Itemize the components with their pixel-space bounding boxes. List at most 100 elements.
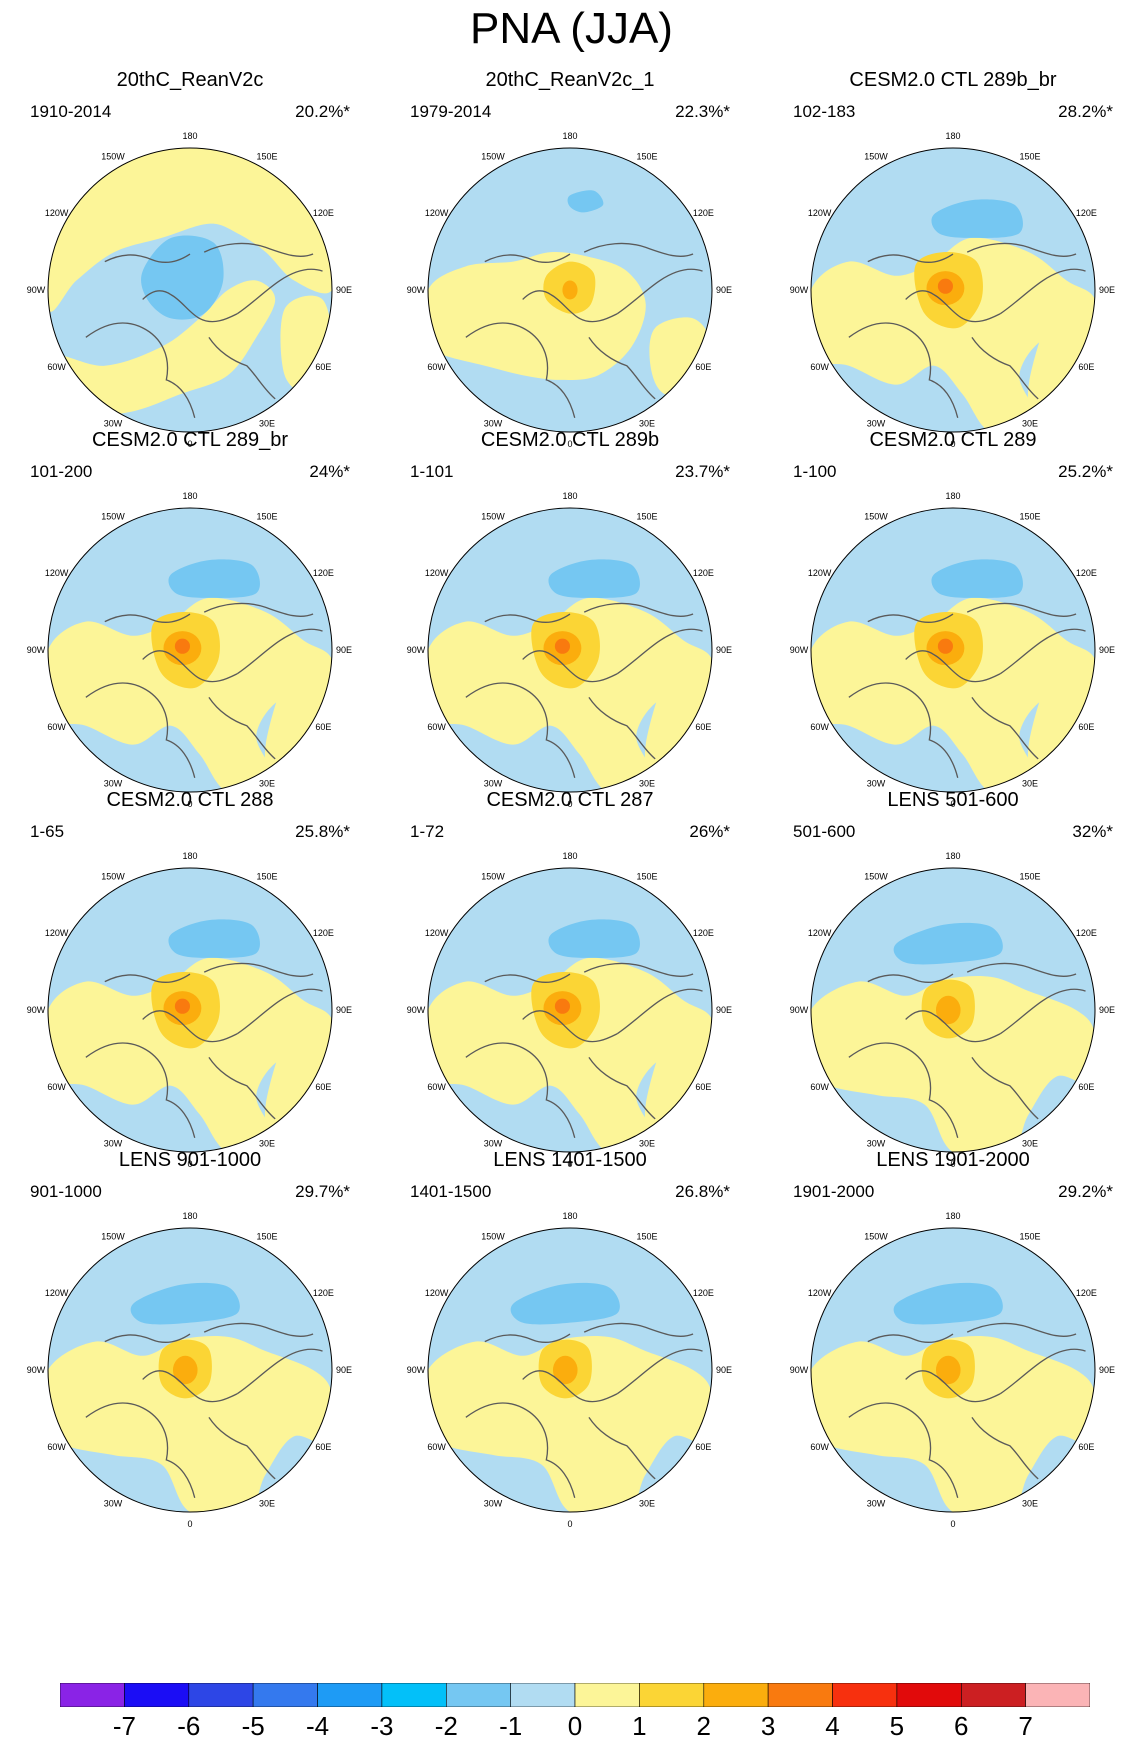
longitude-label: 60E — [695, 1442, 711, 1452]
field-contour — [811, 597, 1095, 792]
colorbar-swatch — [60, 1683, 125, 1707]
colorbar-tick-label: 6 — [954, 1711, 969, 1741]
colorbar-tick-label: 4 — [825, 1711, 840, 1741]
colorbar-swatch — [896, 1683, 962, 1707]
period-label: 1-101 — [410, 462, 454, 481]
longitude-label: 90E — [336, 645, 352, 655]
variance-explained-label: 29.2%* — [1058, 1182, 1113, 1201]
longitude-label: 180 — [562, 491, 577, 501]
field-contour — [428, 957, 712, 1152]
longitude-label: 90W — [790, 645, 809, 655]
colorbar-swatch — [188, 1683, 254, 1707]
longitude-label: 180 — [945, 1211, 960, 1221]
coastline — [999, 268, 1086, 315]
variance-explained-label: 25.2%* — [1058, 462, 1113, 481]
longitude-label: 180 — [945, 131, 960, 141]
field-contour — [935, 995, 961, 1025]
longitude-label: 120W — [45, 568, 69, 578]
polar-map: 180 150E 120E 90E 60E 30E 0 30W 60W 90W 120W 150W — [790, 851, 1115, 1169]
longitude-label: 60E — [315, 722, 331, 732]
longitude-label: 0 — [567, 1159, 572, 1169]
longitude-label: 120W — [808, 1288, 832, 1298]
longitude-label: 0 — [187, 1159, 192, 1169]
polar-map: 180 150E 120E 90E 60E 30E 0 30W 60W 90W 120W 150W — [27, 1211, 352, 1529]
longitude-label: 120E — [1076, 568, 1097, 578]
panel-title: 20thC_ReanV2c_1 — [485, 69, 655, 91]
longitude-label: 60E — [695, 362, 711, 372]
coastline — [848, 682, 959, 778]
coastline — [583, 602, 694, 617]
longitude-label: 150E — [256, 1232, 277, 1242]
field-contour — [172, 1355, 198, 1385]
longitude-label: 150W — [864, 1232, 888, 1242]
longitude-label: 60W — [47, 1442, 66, 1452]
longitude-label: 150E — [1019, 512, 1040, 522]
coastline — [104, 613, 191, 624]
longitude-label: 30W — [104, 1138, 123, 1148]
longitude-label: 30E — [1022, 418, 1038, 428]
longitude-label: 60W — [47, 722, 66, 732]
longitude-label: 0 — [950, 799, 955, 809]
map-border — [810, 1227, 1096, 1513]
longitude-label: 0 — [567, 799, 572, 809]
longitude-label: 90E — [716, 1005, 732, 1015]
map-panel: LENS 1901-2000 1901-2000 29.2%* 180 150E 1… — [763, 1148, 1143, 1548]
longitude-label: 120W — [808, 208, 832, 218]
panel-title: LENS 501-600 — [887, 789, 1019, 811]
variance-explained-label: 23.7%* — [675, 462, 730, 481]
field-contour — [811, 237, 1095, 432]
longitude-label: 30E — [639, 1498, 655, 1508]
longitude-label: 0 — [567, 1519, 572, 1529]
coastline — [867, 973, 954, 984]
colorbar-tick-label: -5 — [241, 1711, 265, 1741]
colorbar-tick-label: 7 — [1018, 1711, 1033, 1741]
coastline — [236, 628, 323, 675]
coastline — [85, 322, 196, 418]
map-border — [47, 147, 333, 433]
panel-title: CESM2.0 CTL 288 — [106, 789, 274, 811]
field-contour — [168, 559, 260, 598]
colorbar-tick-label: 1 — [632, 1711, 647, 1741]
colorbar-tick-label: -1 — [499, 1711, 523, 1741]
field-contour — [168, 919, 260, 958]
panel-title: 20thC_ReanV2c — [116, 69, 264, 91]
map-panel: CESM2.0 CTL 288 1-65 25.8%* 180 150E 120E 9… — [0, 788, 380, 1188]
longitude-label: 120E — [693, 928, 714, 938]
longitude-label: 30E — [259, 778, 275, 788]
field-contour — [548, 559, 640, 598]
longitude-label: 180 — [182, 851, 197, 861]
field-layer — [811, 1228, 1095, 1512]
variance-explained-label: 28.2%* — [1058, 102, 1113, 121]
longitude-label: 150E — [256, 872, 277, 882]
map-border — [810, 507, 1096, 793]
field-contour — [174, 998, 190, 1014]
colorbar — [60, 1683, 1090, 1707]
period-label: 1-100 — [793, 462, 837, 481]
field-contour — [931, 559, 1023, 598]
longitude-label: 120W — [45, 928, 69, 938]
longitude-label: 60E — [1078, 362, 1094, 372]
coastline — [867, 613, 954, 624]
field-contour — [428, 1336, 712, 1512]
panel-title: LENS 901-1000 — [118, 1149, 262, 1171]
longitude-label: 30E — [259, 418, 275, 428]
field-contour — [130, 1282, 240, 1325]
longitude-label: 150W — [101, 1232, 125, 1242]
map-border — [810, 867, 1096, 1153]
coastline — [203, 242, 314, 257]
coastline — [203, 962, 314, 977]
longitude-label: 120W — [808, 568, 832, 578]
coastline — [522, 290, 618, 323]
variance-explained-label: 20.2%* — [295, 102, 350, 121]
coastline — [966, 242, 1077, 257]
longitude-label: 150W — [481, 152, 505, 162]
longitude-label: 60W — [47, 1082, 66, 1092]
longitude-label: 90W — [790, 1365, 809, 1375]
colorbar-swatch — [574, 1683, 640, 1707]
field-contour — [141, 235, 224, 320]
map-border — [427, 507, 713, 793]
polar-map: 180 150E 120E 90E 60E 30E 0 30W 60W 90W 120W 150W — [27, 131, 352, 449]
coastline — [142, 1010, 238, 1043]
field-layer — [48, 868, 332, 1152]
coastline — [867, 1333, 954, 1344]
